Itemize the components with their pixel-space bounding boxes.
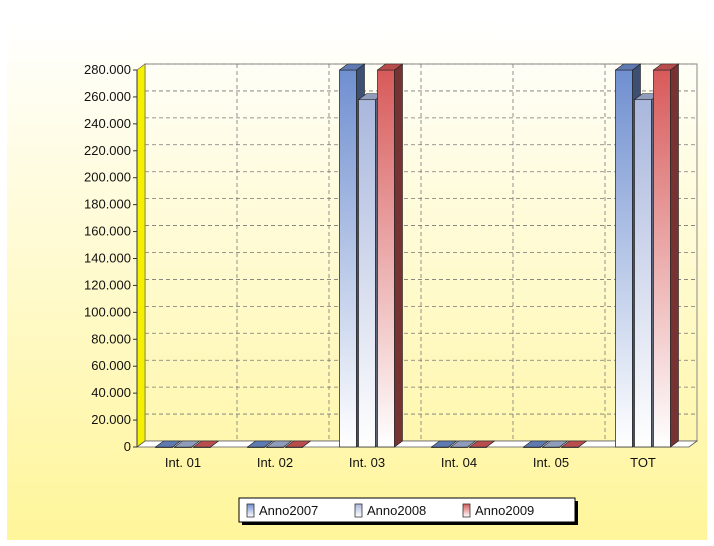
legend-box [238, 497, 576, 523]
bar-int-04-anno2008[interactable] [449, 440, 477, 448]
bar-top [560, 440, 588, 448]
bar-top [614, 63, 642, 71]
bar-int-03-anno2009[interactable] [376, 63, 404, 448]
bar-int-05-anno2007[interactable] [522, 440, 550, 448]
bar-front [634, 99, 652, 448]
legend-item-anno2008[interactable]: Anno2008 [354, 503, 426, 518]
legend: Anno2007 Anno2008 Anno2009 [238, 497, 578, 525]
gridlines [145, 63, 697, 441]
bar-int-04-anno2009[interactable] [468, 440, 496, 448]
y-tick-label: 220.000 [84, 143, 131, 158]
bar-int-05-anno2008[interactable] [541, 440, 569, 448]
x-tick-label: Int. 01 [165, 455, 201, 470]
bar-int-04-anno2007[interactable] [430, 440, 458, 448]
bar-front [615, 69, 633, 448]
y-tick-label: 180.000 [84, 197, 131, 212]
legend-label: Anno2009 [475, 503, 534, 518]
bar-top [376, 63, 404, 71]
bar-top [430, 440, 458, 448]
bar-front [377, 69, 395, 448]
x-tick-label: Int. 05 [533, 455, 569, 470]
y-tick-label: 240.000 [84, 116, 131, 131]
bar-front [358, 99, 376, 448]
y-tick-label: 40.000 [91, 385, 131, 400]
bar-int-01-anno2008[interactable] [173, 440, 201, 448]
bar-top [541, 440, 569, 448]
bar-chart: 0 20.000 40.000 60.000 80.000 100.000 120.000 1… [7, 20, 707, 540]
bar-side [394, 63, 403, 448]
bar-front [339, 69, 357, 448]
y-tick-label: 260.000 [84, 89, 131, 104]
bar-top [284, 440, 312, 448]
bar-top [246, 440, 274, 448]
bar-int-02-anno2008[interactable] [265, 440, 293, 448]
x-tick-label: Int. 04 [441, 455, 477, 470]
legend-item-anno2009[interactable]: Anno2009 [462, 503, 534, 518]
bar-top [265, 440, 293, 448]
plot-side-wall [136, 63, 146, 448]
bar-top [468, 440, 496, 448]
bar-int-02-anno2007[interactable] [246, 440, 274, 448]
x-tick-label: TOT [630, 455, 656, 470]
bar-top [154, 440, 182, 448]
bar-front [653, 69, 671, 448]
legend-swatch [354, 503, 363, 518]
y-tick-label: 20.000 [91, 412, 131, 427]
bar-top [652, 63, 680, 71]
bar-top [173, 440, 201, 448]
bar-top [522, 440, 550, 448]
chart-container: 0 20.000 40.000 60.000 80.000 100.000 120.000 1… [7, 20, 707, 540]
y-tick-label: 200.000 [84, 170, 131, 185]
x-tick-label: Int. 03 [349, 455, 385, 470]
y-tick-label: 280.000 [84, 62, 131, 77]
legend-label: Anno2008 [367, 503, 426, 518]
y-tick-label: 0 [124, 439, 131, 454]
legend-swatch [462, 503, 471, 518]
plot-floor [135, 440, 699, 448]
y-tick-label: 120.000 [84, 277, 131, 292]
bar-tot-anno2009[interactable] [652, 63, 680, 448]
bar-int-01-anno2007[interactable] [154, 440, 182, 448]
bar-side [670, 63, 679, 448]
bar-top [192, 440, 220, 448]
legend-label: Anno2007 [259, 503, 318, 518]
legend-swatch [246, 503, 255, 518]
y-tick-label: 60.000 [91, 358, 131, 373]
x-tick-label: Int. 02 [257, 455, 293, 470]
bar-top [338, 63, 366, 71]
bar-int-02-anno2009[interactable] [284, 440, 312, 448]
legend-item-anno2007[interactable]: Anno2007 [246, 503, 318, 518]
bar-int-05-anno2009[interactable] [560, 440, 588, 448]
y-tick-label: 80.000 [91, 331, 131, 346]
bar-int-01-anno2009[interactable] [192, 440, 220, 448]
y-tick-label: 160.000 [84, 224, 131, 239]
y-tick-label: 100.000 [84, 304, 131, 319]
y-tick-label: 140.000 [84, 251, 131, 266]
bar-top [449, 440, 477, 448]
